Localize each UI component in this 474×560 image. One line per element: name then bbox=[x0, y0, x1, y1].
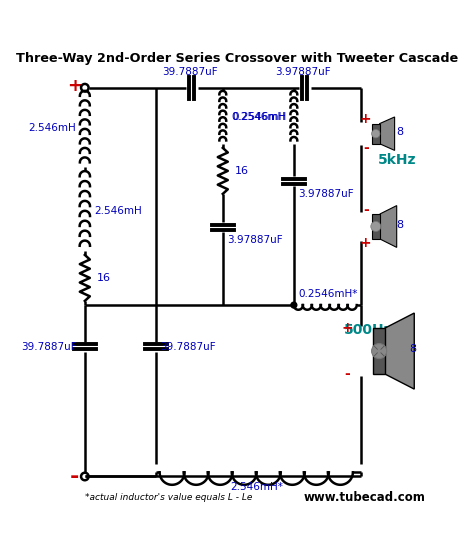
Circle shape bbox=[372, 343, 387, 358]
Polygon shape bbox=[380, 117, 395, 151]
Text: *actual inductor's value equals L - Le: *actual inductor's value equals L - Le bbox=[85, 493, 252, 502]
Bar bbox=[374, 328, 385, 374]
Text: 39.7887uF: 39.7887uF bbox=[21, 342, 76, 352]
Bar bbox=[372, 124, 380, 144]
Circle shape bbox=[372, 129, 380, 138]
Text: www.tubecad.com: www.tubecad.com bbox=[304, 491, 426, 504]
Text: 16: 16 bbox=[97, 273, 110, 283]
Text: 2.546mH: 2.546mH bbox=[94, 206, 142, 216]
Text: -: - bbox=[345, 367, 350, 381]
Text: 500Hz: 500Hz bbox=[344, 323, 392, 337]
Text: +: + bbox=[360, 236, 372, 250]
Circle shape bbox=[371, 221, 381, 231]
Text: 8: 8 bbox=[396, 127, 403, 137]
Text: 3.97887uF: 3.97887uF bbox=[298, 189, 354, 199]
Text: 8: 8 bbox=[409, 344, 416, 354]
Text: 3.97887uF: 3.97887uF bbox=[227, 235, 283, 245]
Text: +: + bbox=[342, 321, 353, 335]
Text: +: + bbox=[360, 113, 372, 127]
Circle shape bbox=[291, 302, 297, 308]
Text: -: - bbox=[363, 141, 369, 155]
Text: 3.97887uF: 3.97887uF bbox=[275, 67, 331, 77]
Text: 39.7887uF: 39.7887uF bbox=[163, 67, 218, 77]
Polygon shape bbox=[385, 313, 414, 389]
Text: 2.546mH: 2.546mH bbox=[29, 123, 76, 133]
Polygon shape bbox=[380, 206, 397, 248]
Text: 8: 8 bbox=[396, 220, 403, 230]
Text: 0.2546mH: 0.2546mH bbox=[231, 111, 285, 122]
Text: 5kHz: 5kHz bbox=[377, 153, 416, 167]
Text: 16: 16 bbox=[235, 166, 248, 176]
Text: 0.2546mH*: 0.2546mH* bbox=[298, 289, 357, 299]
Text: +: + bbox=[67, 77, 82, 95]
Text: 0.2546mH: 0.2546mH bbox=[232, 111, 286, 122]
Bar bbox=[372, 214, 380, 239]
Text: Three-Way 2nd-Order Series Crossover with Tweeter Cascade: Three-Way 2nd-Order Series Crossover wit… bbox=[16, 52, 458, 65]
Text: -: - bbox=[363, 203, 369, 217]
Text: -: - bbox=[70, 468, 80, 487]
Text: 2.546mH*: 2.546mH* bbox=[230, 482, 283, 492]
Text: 39.7887uF: 39.7887uF bbox=[160, 342, 216, 352]
